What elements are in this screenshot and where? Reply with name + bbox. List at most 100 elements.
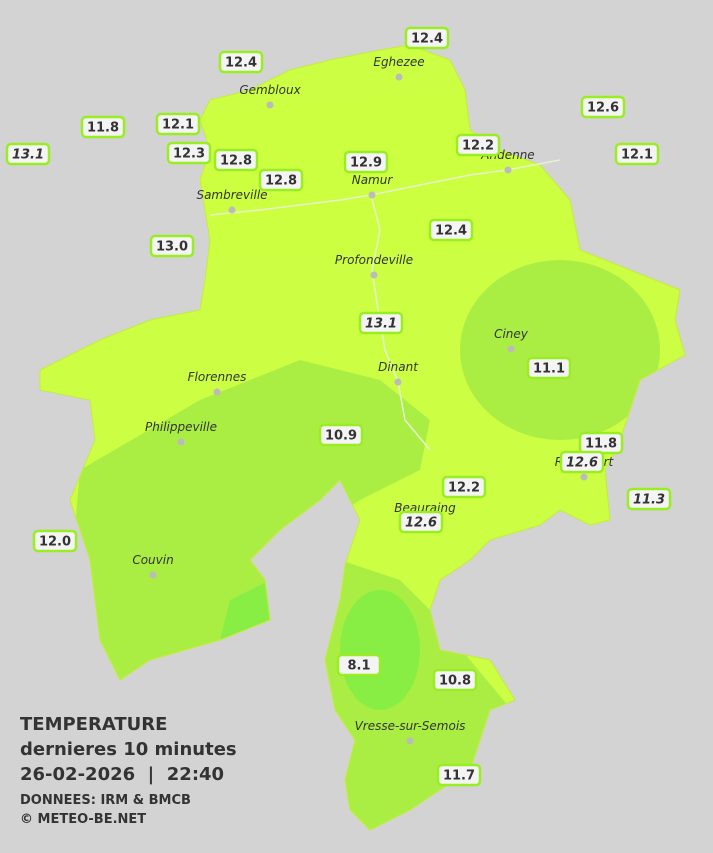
station-value: 12.8 [220, 154, 252, 169]
city-dot [213, 388, 221, 396]
station: 12.6 [398, 510, 444, 534]
station: 12.6 [559, 450, 605, 474]
station-value: 12.4 [225, 56, 257, 71]
station: 10.9 [318, 423, 364, 447]
station-box [343, 150, 389, 174]
station-box [149, 234, 195, 258]
title: dernieres 10 minutes [20, 739, 237, 760]
station-box [441, 475, 487, 499]
station: 11.1 [526, 356, 572, 380]
city-dot [177, 438, 185, 446]
station: 11.8 [578, 431, 624, 455]
city-label: Gembloux [239, 83, 301, 97]
station-value: 11.7 [443, 769, 475, 784]
station-value: 11.8 [87, 121, 119, 136]
station-box [398, 510, 444, 534]
station-value: 12.0 [39, 535, 71, 550]
station-value: 12.4 [435, 224, 467, 239]
station-value: 12.6 [405, 516, 437, 531]
city-label: Sambreville [196, 188, 267, 202]
station-box [559, 450, 605, 474]
station-value: 12.9 [350, 156, 382, 171]
station-value: 11.8 [585, 437, 617, 452]
station-value: 10.9 [325, 429, 357, 444]
station: 12.2 [441, 475, 487, 499]
city-dot [394, 378, 402, 386]
station-box [80, 115, 126, 139]
station-value: 10.8 [439, 674, 471, 689]
station: 13.1 [358, 311, 404, 335]
city-label: Eghezee [373, 55, 424, 69]
station-box [455, 133, 501, 157]
city-dot [370, 271, 378, 279]
station: 12.1 [614, 142, 660, 166]
station: 11.7 [436, 763, 482, 787]
station-value: 12.3 [173, 147, 205, 162]
station: 11.3 [626, 487, 672, 511]
station-box [258, 168, 304, 192]
station-box [218, 50, 264, 74]
station-value: 12.2 [448, 481, 480, 496]
station: 12.0 [32, 529, 78, 553]
city-label: Dinant [378, 360, 419, 374]
station-box [626, 487, 672, 511]
city-dot [149, 571, 157, 579]
city-dot [228, 206, 236, 214]
station-value: 11.3 [633, 493, 665, 508]
credit: DONNEES: IRM & BMCB [20, 793, 191, 808]
station-box [213, 148, 259, 172]
station-box [32, 529, 78, 553]
station: 12.4 [218, 50, 264, 74]
station: 12.3 [166, 141, 212, 165]
title: 26-02-2026 | 22:40 [20, 764, 224, 785]
city-dot [507, 345, 515, 353]
station: 12.2 [455, 133, 501, 157]
station-value: 12.6 [587, 101, 619, 116]
station-value: 12.8 [265, 174, 297, 189]
city-label: Vresse-sur-Semois [355, 719, 466, 733]
station: 12.8 [213, 148, 259, 172]
station: 12.6 [580, 95, 626, 119]
station-box [614, 142, 660, 166]
station: 13.0 [149, 234, 195, 258]
station-box [580, 95, 626, 119]
city-label: Florennes [188, 370, 247, 384]
station-value: 12.6 [566, 456, 598, 471]
station-box [436, 763, 482, 787]
station: 10.8 [432, 668, 478, 692]
station-box [404, 26, 450, 50]
city-dot [406, 737, 414, 745]
station: 13.1 [5, 142, 51, 166]
station: 12.9 [343, 150, 389, 174]
city-dot [395, 73, 403, 81]
station-box [358, 311, 404, 335]
city-dot [504, 166, 512, 174]
station: 12.1 [155, 112, 201, 136]
city-label: Profondeville [335, 253, 413, 267]
station-box [336, 653, 382, 677]
title: TEMPERATURE [20, 714, 167, 735]
station-box [526, 356, 572, 380]
city-label: Namur [352, 173, 394, 187]
station-value: 12.1 [621, 148, 653, 163]
station-value: 13.1 [365, 317, 397, 332]
station-box [428, 218, 474, 242]
station: 12.4 [404, 26, 450, 50]
city-dot [580, 473, 588, 481]
city-label: Ciney [494, 327, 529, 341]
city-dot [266, 101, 274, 109]
station: 12.8 [258, 168, 304, 192]
station: 11.8 [80, 115, 126, 139]
city-dot [368, 191, 376, 199]
legend: TEMPERATURE dernieres 10 minutes 26-02-2… [20, 714, 237, 827]
city-label: Philippeville [145, 420, 217, 434]
city-label: Couvin [132, 553, 173, 567]
station-box [432, 668, 478, 692]
station-value: 12.1 [162, 118, 194, 133]
station-box [155, 112, 201, 136]
station-box [166, 141, 212, 165]
station-value: 13.1 [12, 148, 44, 163]
station-box [5, 142, 51, 166]
station-box [318, 423, 364, 447]
